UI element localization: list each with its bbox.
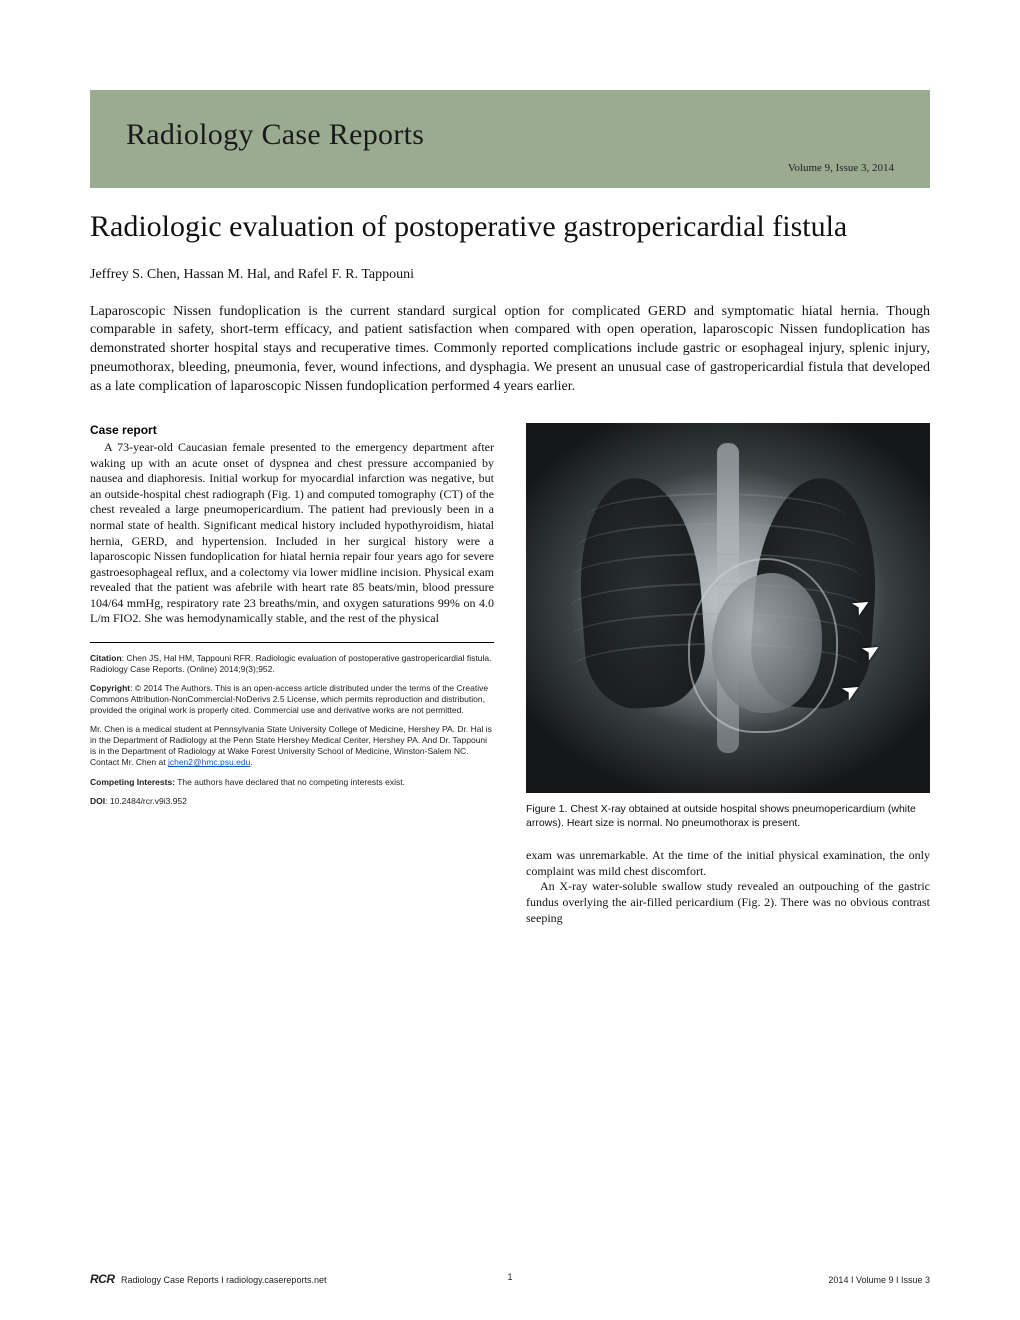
doi-text: : 10.2484/rcr.v9i3.952 [105, 796, 187, 806]
case-report-p1: A 73-year-old Caucasian female presented… [90, 440, 494, 627]
footnote-rule [90, 642, 494, 643]
journal-header: Radiology Case Reports Volume 9, Issue 3… [90, 90, 930, 188]
right-col-body: exam was unremarkable. At the time of th… [526, 848, 930, 926]
page-footer: RCR Radiology Case Reports I radiology.c… [90, 1272, 930, 1286]
journal-name: Radiology Case Reports [126, 118, 894, 152]
figure-1-caption: Figure 1. Chest X-ray obtained at outsid… [526, 803, 930, 830]
footer-left-text: Radiology Case Reports I radiology.caser… [121, 1275, 326, 1285]
doi-label: DOI [90, 796, 105, 806]
col2-p2: An X-ray water-soluble swallow study rev… [526, 879, 930, 926]
author-line: Jeffrey S. Chen, Hassan M. Hal, and Rafe… [90, 267, 930, 283]
competing-label: Competing Interests: [90, 777, 175, 787]
copyright-block: Copyright: © 2014 The Authors. This is a… [90, 683, 494, 716]
competing-text: The authors have declared that no compet… [175, 777, 405, 787]
case-report-heading: Case report [90, 423, 494, 437]
competing-interests-block: Competing Interests: The authors have de… [90, 777, 494, 788]
citation-label: Citation [90, 653, 122, 663]
right-column: ➤ ➤ ➤ Figure 1. Chest X-ray obtained at … [526, 423, 930, 926]
footer-page-number: 1 [507, 1272, 512, 1282]
citation-text: : Chen JS, Hal HM, Tappouni RFR. Radiolo… [90, 653, 491, 674]
copyright-label: Copyright [90, 683, 130, 693]
copyright-text: : © 2014 The Authors. This is an open-ac… [90, 683, 488, 715]
contact-email-link[interactable]: jchen2@hmc.psu.edu [168, 757, 250, 767]
abstract-text: Laparoscopic Nissen fundoplication is th… [90, 303, 930, 397]
article-meta: Citation: Chen JS, Hal HM, Tappouni RFR.… [90, 653, 494, 807]
col2-continuation: exam was unremarkable. At the time of th… [526, 848, 930, 879]
two-column-body: Case report A 73-year-old Caucasian fema… [90, 423, 930, 926]
figure-1-image: ➤ ➤ ➤ [526, 423, 930, 793]
case-report-body: A 73-year-old Caucasian female presented… [90, 440, 494, 627]
issue-line: Volume 9, Issue 3, 2014 [126, 162, 894, 174]
article-title: Radiologic evaluation of postoperative g… [90, 210, 930, 245]
affiliation-block: Mr. Chen is a medical student at Pennsyl… [90, 724, 494, 768]
footer-right: 2014 I Volume 9 I Issue 3 [828, 1275, 930, 1285]
citation-block: Citation: Chen JS, Hal HM, Tappouni RFR.… [90, 653, 494, 675]
figure-1: ➤ ➤ ➤ [526, 423, 930, 793]
doi-block: DOI: 10.2484/rcr.v9i3.952 [90, 796, 494, 807]
footer-logo: RCR [90, 1272, 115, 1286]
affiliation-text: Mr. Chen is a medical student at Pennsyl… [90, 724, 492, 767]
footer-left: RCR Radiology Case Reports I radiology.c… [90, 1272, 326, 1286]
left-column: Case report A 73-year-old Caucasian fema… [90, 423, 494, 926]
